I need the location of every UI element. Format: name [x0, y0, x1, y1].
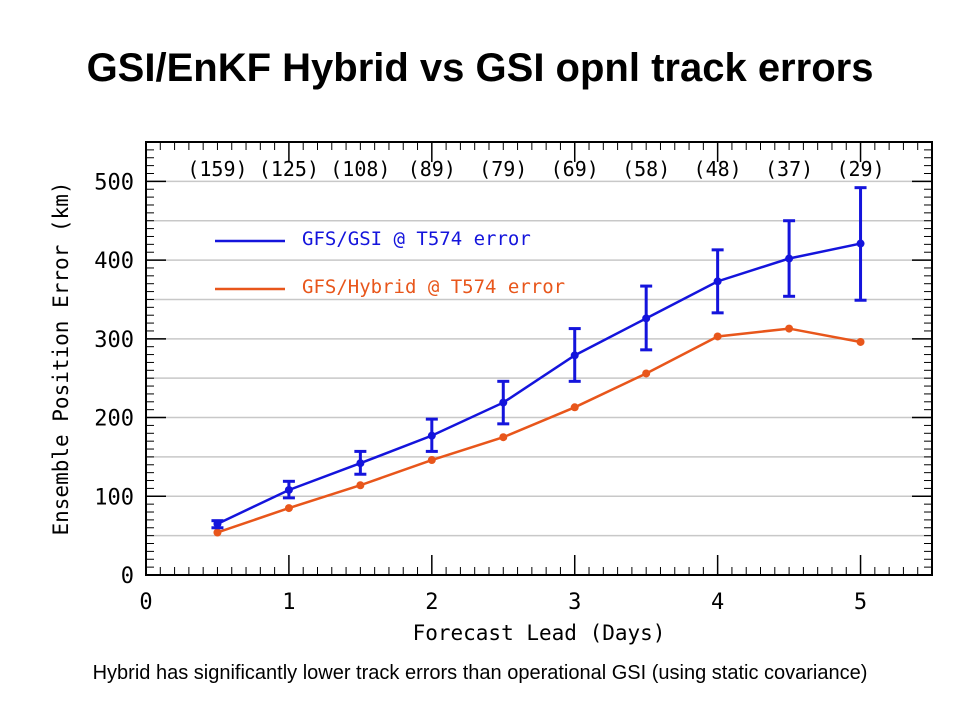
y-tick-label-100: 100 [94, 485, 134, 510]
sample-count-labels: (159) (125) (108) (89) (79) (69) (58) (48) (37) (… [187, 157, 884, 181]
y-tick-label-0: 0 [121, 564, 134, 589]
y-tick-label-500: 500 [94, 170, 134, 195]
data-point [284, 485, 293, 494]
y-axis-label: Ensemble Position Error (km) [49, 181, 73, 535]
data-point [856, 239, 865, 248]
series-0 [211, 186, 867, 530]
legend-label-0: GFS/GSI @ T574 error [302, 228, 531, 250]
sample-count-label: (69) [551, 157, 599, 181]
y-tick-label-400: 400 [94, 249, 134, 274]
series-line-1 [217, 327, 861, 534]
legend-label-1: GFS/Hybrid @ T574 error [302, 276, 565, 298]
slide-title: GSI/EnKF Hybrid vs GSI opnl track errors [86, 46, 874, 90]
x-tick-label-0: 0 [139, 590, 152, 615]
series-layer [211, 186, 867, 537]
data-point [356, 459, 365, 468]
sample-count-label: (29) [836, 157, 884, 181]
x-tick-label-2: 2 [425, 590, 438, 615]
data-point [427, 431, 436, 440]
data-point [499, 433, 508, 442]
data-point [427, 456, 436, 465]
sample-count-label: (48) [694, 157, 742, 181]
x-tick-label-1: 1 [282, 590, 295, 615]
x-tick-label-4: 4 [711, 590, 724, 615]
data-point [713, 277, 722, 286]
y-tick-label-200: 200 [94, 407, 134, 432]
sample-count-label: (159) [187, 157, 247, 181]
slide-caption: Hybrid has significantly lower track err… [92, 662, 868, 684]
data-point [642, 369, 651, 378]
grid-lines [146, 180, 932, 537]
sample-count-label: (37) [765, 157, 813, 181]
data-point [213, 528, 222, 537]
data-point [642, 314, 651, 323]
x-axis-label: Forecast Lead (Days) [413, 621, 666, 645]
data-point [284, 504, 293, 513]
x-tick-label-5: 5 [854, 590, 867, 615]
data-point [499, 398, 508, 407]
sample-count-label: (89) [408, 157, 456, 181]
data-point [570, 351, 579, 360]
x-tick-label-3: 3 [568, 590, 581, 615]
sample-count-label: (108) [330, 157, 390, 181]
data-point [785, 324, 794, 333]
legend: GFS/GSI @ T574 error GFS/Hybrid @ T574 er… [215, 228, 565, 298]
sample-count-label: (79) [479, 157, 527, 181]
series-line-0 [216, 242, 861, 525]
series-1 [213, 324, 865, 537]
data-point [856, 337, 865, 346]
data-point [356, 481, 365, 490]
data-point [713, 332, 722, 341]
data-point [785, 254, 794, 263]
data-point [213, 519, 222, 528]
axis-ticks: 0 100 200 300 400 500 0 1 2 3 4 5 [94, 142, 932, 615]
data-point [570, 403, 579, 412]
plot-frame [145, 141, 933, 576]
y-tick-label-300: 300 [94, 328, 134, 353]
sample-count-label: (58) [622, 157, 670, 181]
sample-count-label: (125) [259, 157, 319, 181]
